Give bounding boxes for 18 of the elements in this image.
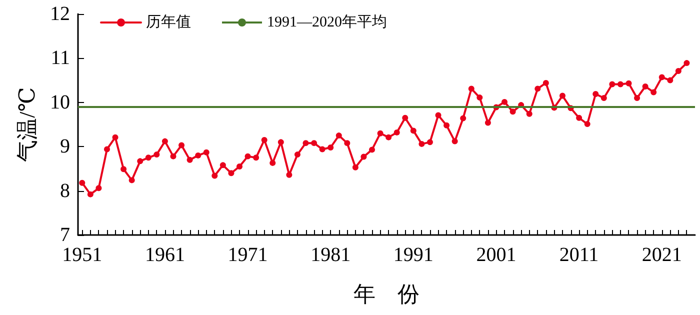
x-axis-title: 年 份 — [354, 282, 420, 306]
x-tick-label: 2011 — [559, 244, 599, 266]
x-tick-label: 1971 — [228, 244, 268, 266]
y-tick-label: 11 — [50, 47, 70, 70]
legend-label: 1991—2020年平均 — [267, 14, 387, 30]
legend-label: 历年值 — [146, 14, 191, 30]
y-tick-label: 8 — [60, 180, 70, 202]
y-tick-label: 7 — [60, 224, 70, 246]
x-tick-label: 1951 — [62, 244, 102, 266]
y-tick-label: 12 — [50, 3, 70, 25]
x-tick-label: 2001 — [476, 244, 516, 266]
y-axis-title: 气温/℃ — [14, 87, 40, 162]
x-tick-label: 2021 — [642, 244, 682, 266]
y-tick-label: 10 — [50, 91, 70, 114]
y-tick-label: 9 — [60, 136, 70, 158]
x-tick-label: 1961 — [144, 244, 185, 266]
x-tick-label: 1981 — [310, 244, 351, 266]
x-tick-label: 1991 — [393, 244, 434, 266]
